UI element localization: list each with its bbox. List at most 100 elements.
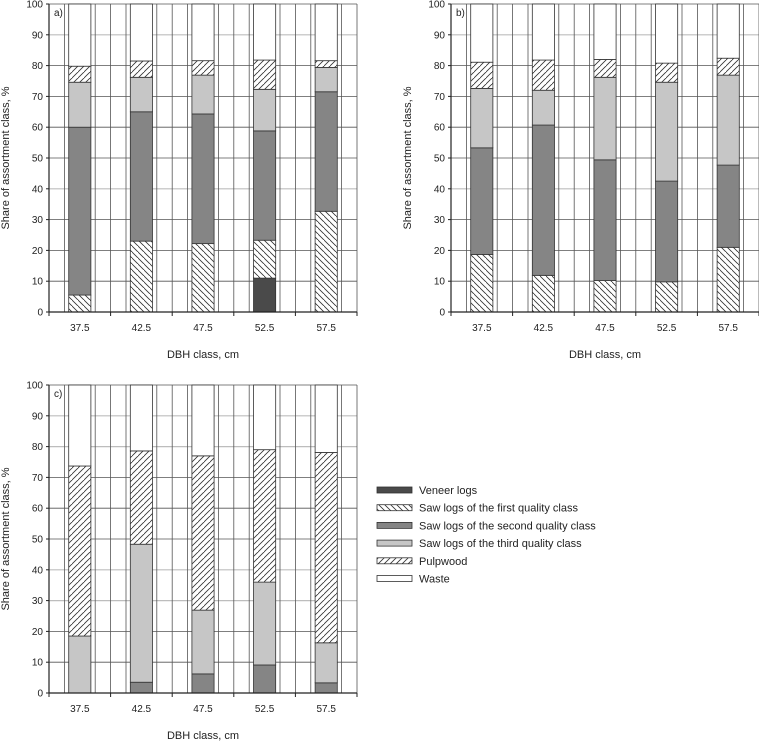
panel-b-bar-47-5-waste xyxy=(593,3,617,60)
panel-b-bar-37-5-saw-logs-of-the-first-quality-class xyxy=(470,254,494,313)
panel-c-bar-42-5-waste xyxy=(129,384,153,452)
panel-a-bar-57-5-saw-logs-of-the-second-quality-class xyxy=(314,91,338,212)
panel-a-bar-37-5-saw-logs-of-the-second-quality-class xyxy=(68,126,92,296)
panel-a: a) 0 10 20 30 40 50 60 70 80 90 100 37.5 42.5 47.5 52… xyxy=(0,0,358,361)
panel-a-x-tick-label: 37.5 xyxy=(70,323,90,334)
panel-b-bar-37-5-waste xyxy=(470,3,494,63)
panel-b-bar-52-5-saw-logs-of-the-second-quality-class xyxy=(655,180,679,283)
panel-b-x-tick-label: 52.5 xyxy=(657,323,677,334)
panel-a-bar-52-5-veneer-logs xyxy=(253,277,277,313)
panel-c-bar-37-5-waste xyxy=(68,384,92,467)
panel-b-bar-57-5-saw-logs-of-the-third-quality-class xyxy=(716,74,740,166)
panel-b-x-tick-label: 37.5 xyxy=(472,323,492,334)
panel-c: c) 0 10 20 30 40 50 60 70 80 90 100 37.5 42.5 47.5 52… xyxy=(0,381,358,742)
panel-b: b) 0 10 20 30 40 50 60 70 80 90 100 37.5 42.5 47.5 52… xyxy=(402,0,759,361)
legend-label-saw-logs-second: Saw logs of the second quality class xyxy=(419,520,596,532)
panel-b-y-tick-label: 60 xyxy=(434,123,446,134)
panel-a-bar-37-5-saw-logs-of-the-first-quality-class xyxy=(68,294,92,313)
panel-c-bar-57-5-waste xyxy=(314,384,338,453)
panel-b-bar-57-5-saw-logs-of-the-second-quality-class xyxy=(716,164,740,248)
legend-label-pulpwood: Pulpwood xyxy=(419,556,467,568)
legend-item-pulpwood: Pulpwood xyxy=(376,556,467,568)
panel-b-x-tick-label: 57.5 xyxy=(718,323,738,334)
legend-swatch-saw-logs-first xyxy=(376,504,413,512)
panel-c-bar-52-5-waste xyxy=(253,384,277,451)
panel-c-x-tick-label: 42.5 xyxy=(132,704,152,715)
panel-c-y-axis-title: Share of assortment class, % xyxy=(0,467,12,610)
panel-b-y-tick-label: 90 xyxy=(434,30,446,41)
panel-b-bar-47-5-saw-logs-of-the-second-quality-class xyxy=(593,159,617,281)
panel-a-bar-37-5-waste xyxy=(68,3,92,67)
panel-c-label: c) xyxy=(54,389,62,400)
panel-c-y-tick-label: 70 xyxy=(32,473,44,484)
panel-c-y-tick-label: 10 xyxy=(32,658,44,669)
panel-a-y-tick-label: 50 xyxy=(32,154,44,165)
panel-a-bar-42-5-saw-logs-of-the-third-quality-class xyxy=(129,76,153,113)
panel-c-x-axis-title: DBH class, cm xyxy=(167,730,239,742)
legend-item-saw-logs-first: Saw logs of the first quality class xyxy=(376,503,578,515)
panel-b-bar-52-5-pulpwood xyxy=(655,62,679,83)
panel-c-x-tick-label: 52.5 xyxy=(255,704,275,715)
panel-a-bar-37-5-pulpwood xyxy=(68,65,92,83)
panel-c-bar-57-5-saw-logs-of-the-third-quality-class xyxy=(314,642,338,684)
panel-b-bar-37-5-saw-logs-of-the-third-quality-class xyxy=(470,87,494,149)
panel-c-y-tick-label: 80 xyxy=(32,442,44,453)
panel-b-label: b) xyxy=(456,8,465,19)
panel-a-bar-57-5-saw-logs-of-the-first-quality-class xyxy=(314,210,338,313)
panel-a-x-tick-label: 57.5 xyxy=(316,323,336,334)
panel-b-y-tick-label: 80 xyxy=(434,61,446,72)
panel-b-bar-37-5-saw-logs-of-the-second-quality-class xyxy=(470,147,494,255)
panel-b-y-tick-label: 20 xyxy=(434,246,446,257)
panel-a-bar-47-5-saw-logs-of-the-third-quality-class xyxy=(191,74,215,115)
panel-a-x-axis-title: DBH class, cm xyxy=(167,349,239,361)
panel-b-y-tick-label: 100 xyxy=(428,0,445,11)
panel-c-bar-37-5-pulpwood xyxy=(68,465,92,637)
panel-b-y-tick-label: 50 xyxy=(434,154,446,165)
panel-a-bar-47-5-waste xyxy=(191,3,215,62)
panel-c-bar-42-5-saw-logs-of-the-second-quality-class xyxy=(129,681,153,694)
legend-item-veneer-logs: Veneer logs xyxy=(376,485,478,497)
legend-label-waste: Waste xyxy=(419,574,450,586)
panel-c-bar-52-5-saw-logs-of-the-third-quality-class xyxy=(253,581,277,666)
panel-c-y-tick-label: 40 xyxy=(32,565,44,576)
panel-b-bar-52-5-saw-logs-of-the-third-quality-class xyxy=(655,81,679,182)
panel-b-bar-37-5-pulpwood xyxy=(470,61,494,89)
panel-a-y-ticks: 0 10 20 30 40 50 60 70 80 90 100 xyxy=(26,0,49,319)
panel-c-y-tick-label: 30 xyxy=(32,596,44,607)
panel-c-bar-57-5-saw-logs-of-the-second-quality-class xyxy=(314,682,338,694)
panel-a-x-tick-label: 47.5 xyxy=(193,323,213,334)
panel-c-y-tick-label: 100 xyxy=(26,381,43,392)
panel-c-x-ticks: 37.5 42.5 47.5 52.5 57.5 xyxy=(48,693,358,715)
panel-a-bar-52-5-saw-logs-of-the-first-quality-class xyxy=(253,239,277,279)
panel-c-bars xyxy=(68,384,338,694)
panel-a-y-tick-label: 60 xyxy=(32,123,44,134)
panel-a-label: a) xyxy=(54,8,63,19)
panel-c-bar-47-5-waste xyxy=(191,384,215,457)
panel-b-x-tick-label: 47.5 xyxy=(595,323,615,334)
panel-a-y-tick-label: 40 xyxy=(32,184,44,195)
panel-c-bar-47-5-saw-logs-of-the-third-quality-class xyxy=(191,609,215,675)
panel-a-bar-52-5-pulpwood xyxy=(253,59,277,90)
panel-a-bar-47-5-saw-logs-of-the-first-quality-class xyxy=(191,243,215,313)
panel-c-x-tick-label: 47.5 xyxy=(193,704,213,715)
panel-c-y-tick-label: 50 xyxy=(32,535,44,546)
panel-b-bar-52-5-saw-logs-of-the-first-quality-class xyxy=(655,281,679,313)
legend: Veneer logs Saw logs of the first qualit… xyxy=(376,485,596,586)
panel-b-y-tick-label: 0 xyxy=(439,308,445,319)
panel-a-bar-57-5-waste xyxy=(314,3,338,62)
legend-swatch-veneer-logs xyxy=(376,486,413,494)
panel-b-bars xyxy=(470,3,740,313)
panel-a-y-tick-label: 100 xyxy=(26,0,43,11)
panel-c-x-tick-label: 37.5 xyxy=(70,704,90,715)
panel-a-y-tick-label: 20 xyxy=(32,246,44,257)
panel-b-y-tick-label: 70 xyxy=(434,92,446,103)
legend-swatch-saw-logs-second xyxy=(376,522,413,529)
panel-c-y-tick-label: 60 xyxy=(32,504,44,515)
panel-a-bar-57-5-pulpwood xyxy=(314,60,338,68)
legend-label-saw-logs-third: Saw logs of the third quality class xyxy=(419,538,582,550)
panel-a-bar-37-5-saw-logs-of-the-third-quality-class xyxy=(68,81,92,128)
panel-b-bar-47-5-saw-logs-of-the-first-quality-class xyxy=(593,280,617,313)
panel-c-bar-52-5-saw-logs-of-the-second-quality-class xyxy=(253,664,277,694)
legend-swatch-saw-logs-third xyxy=(376,539,413,547)
legend-label-saw-logs-first: Saw logs of the first quality class xyxy=(419,503,578,515)
